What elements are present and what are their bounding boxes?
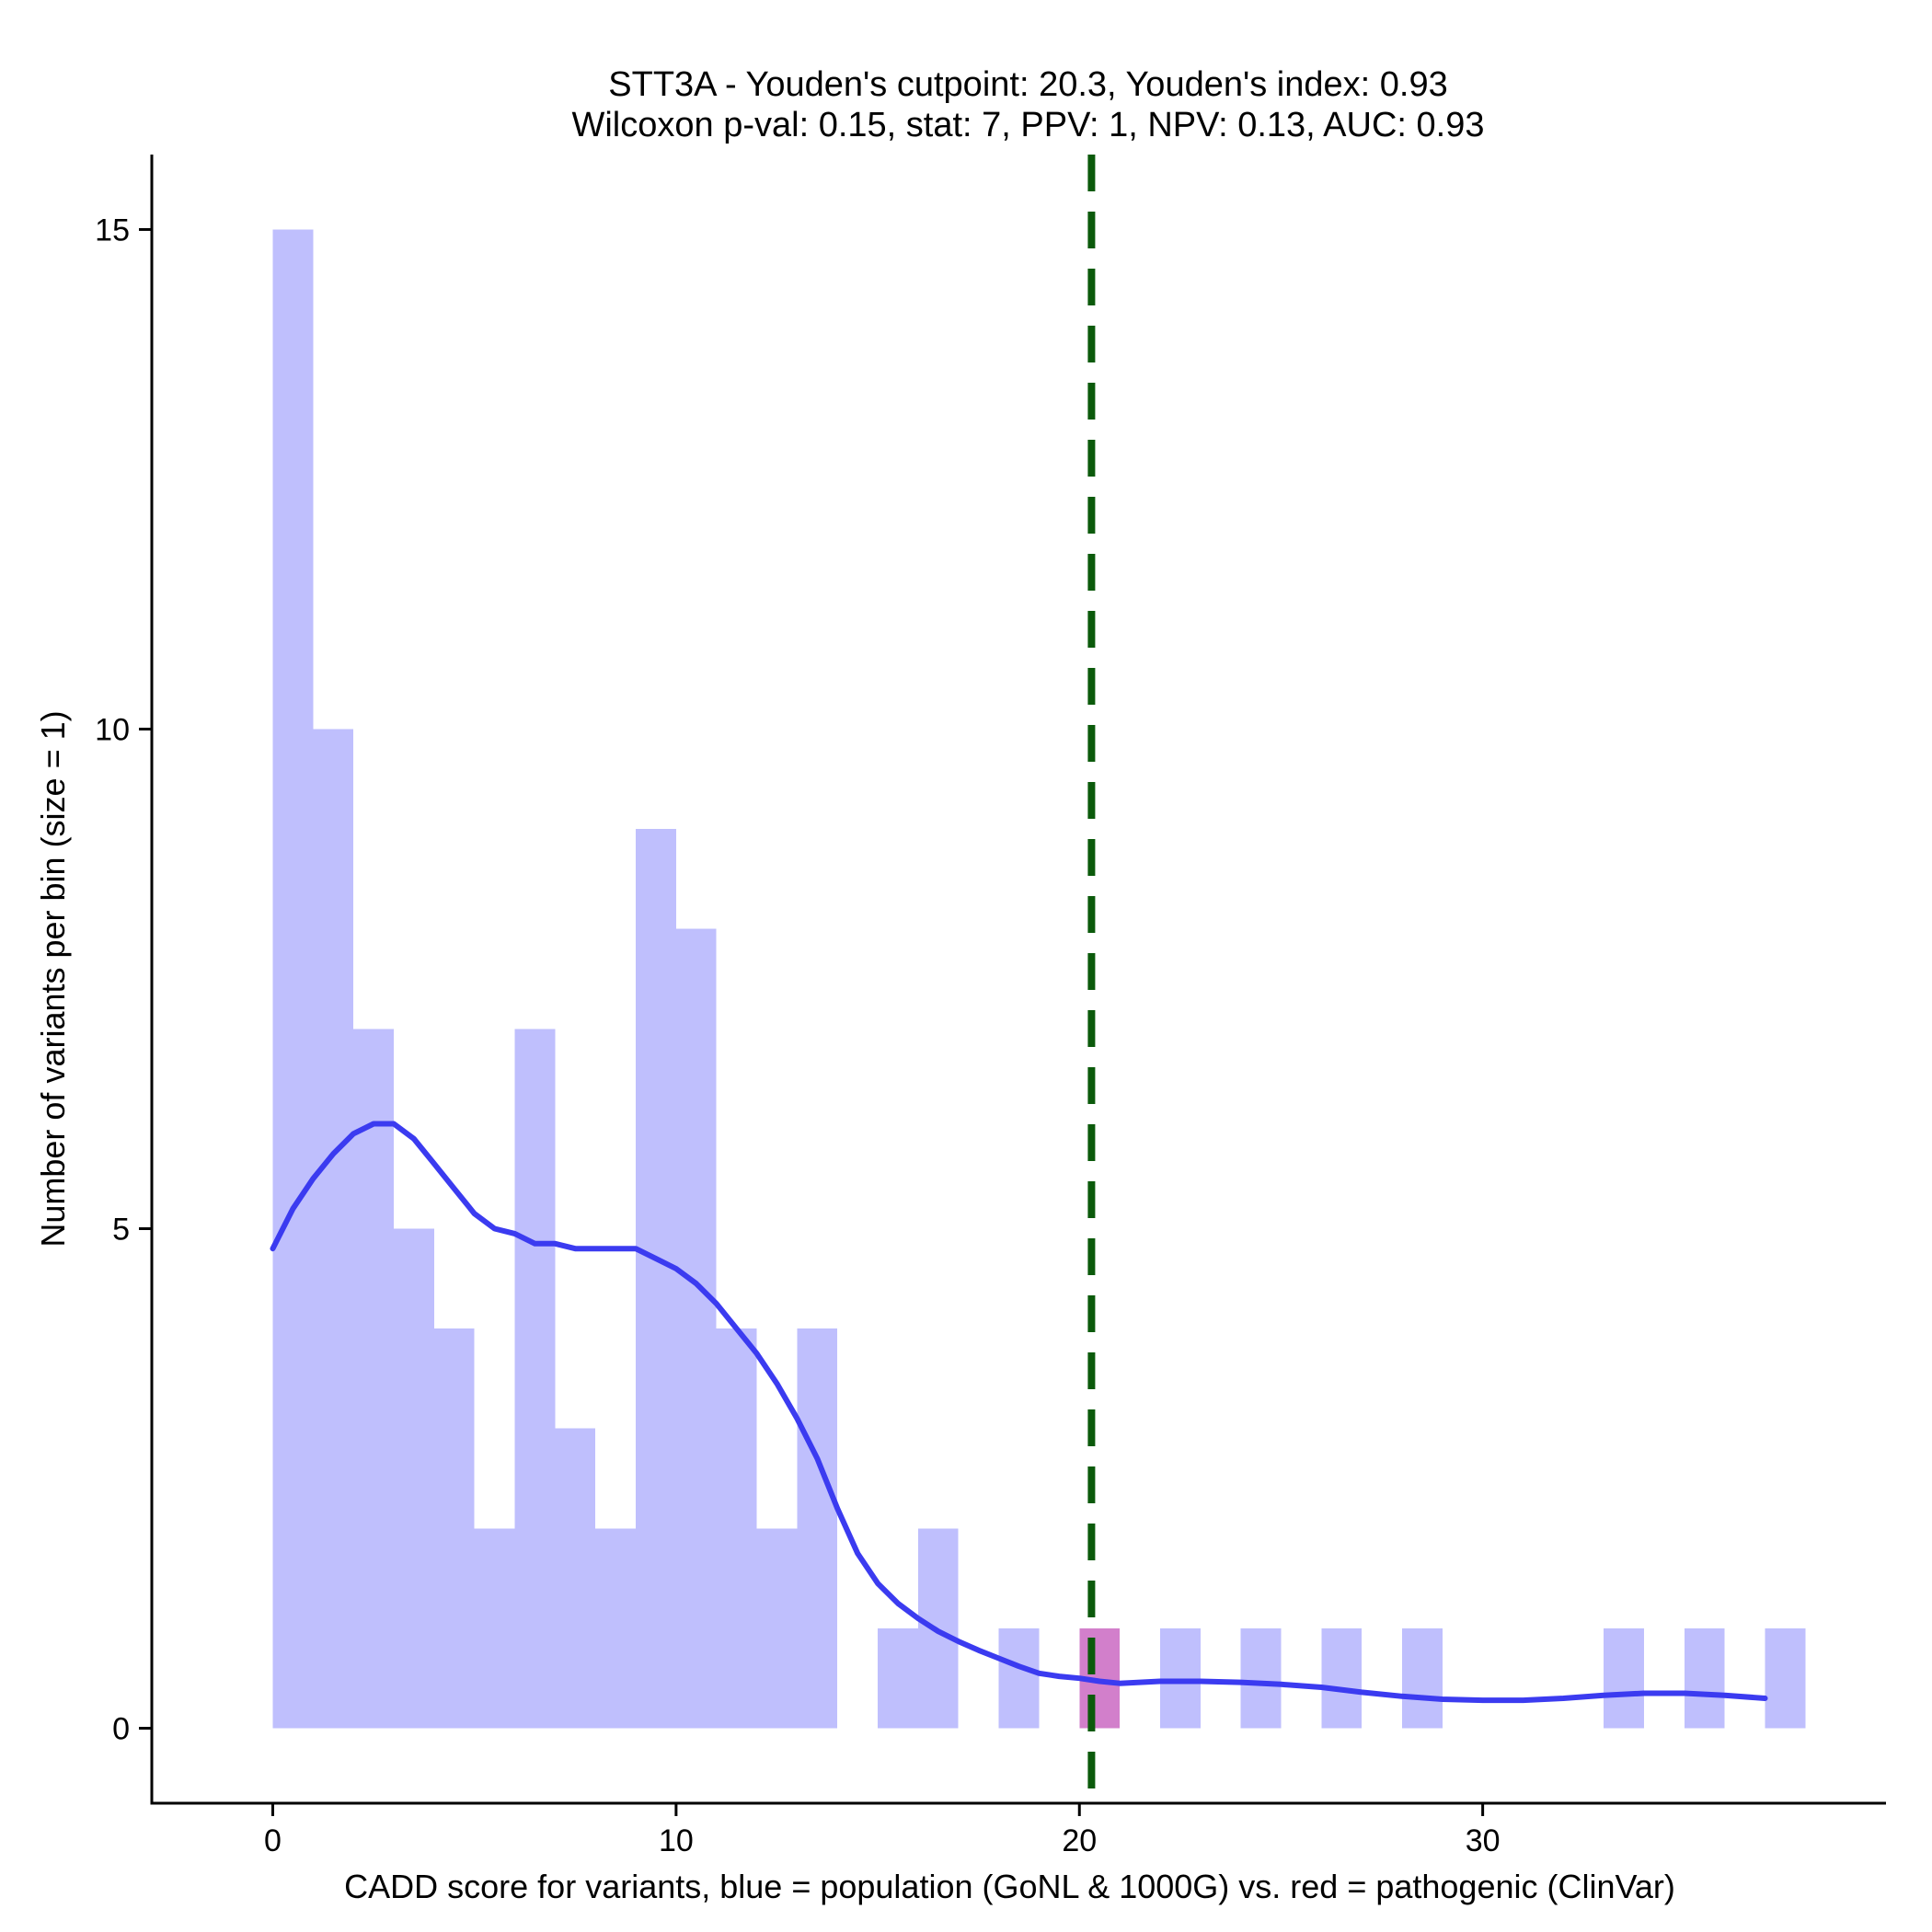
y-tick-label-5: 5	[112, 1213, 130, 1248]
population-bar-bin-11	[716, 1328, 757, 1729]
population-bar-bin-5	[474, 1528, 515, 1729]
y-tick-label-15: 15	[95, 213, 130, 247]
population-bar-bin-37	[1765, 1627, 1806, 1729]
population-bar-bin-0	[272, 229, 314, 1729]
population-bar-bin-8	[595, 1528, 637, 1729]
population-bar-bin-4	[433, 1328, 475, 1729]
population-bar-bin-9	[636, 829, 676, 1729]
population-bar-bin-26	[1321, 1627, 1363, 1729]
population-bar-bin-10	[675, 928, 717, 1729]
x-tick-label-20: 20	[1062, 1823, 1097, 1858]
population-bar-bin-22	[1159, 1627, 1201, 1729]
axes: 0 10 20 30 0 5 10 15	[95, 155, 1886, 1858]
population-bar-bin-1	[313, 729, 354, 1729]
population-bar-bin-15	[878, 1627, 918, 1729]
population-bar-bin-12	[756, 1528, 798, 1729]
population-bar-bin-2	[353, 1029, 395, 1729]
density-layer	[270, 1121, 1768, 1704]
population-bar-bin-3	[394, 1228, 434, 1729]
x-tick-label-10: 10	[659, 1823, 694, 1858]
x-tick-label-0: 0	[264, 1823, 282, 1858]
population-bar-bin-7	[555, 1428, 596, 1729]
population-bar-bin-13	[797, 1328, 838, 1729]
population-bar-bin-33	[1604, 1627, 1644, 1729]
y-axis-label: Number of variants per bin (size = 1)	[34, 710, 72, 1247]
population-bar-bin-28	[1401, 1627, 1443, 1729]
chart-title-line-2: Wilcoxon p-val: 0.15, stat: 7, PPV: 1, N…	[572, 106, 1485, 144]
histogram-bars	[272, 229, 1806, 1729]
y-tick-label-10: 10	[95, 712, 130, 747]
x-axis-label: CADD score for variants, blue = populati…	[344, 1868, 1675, 1905]
chart-title-line-1: STT3A - Youden's cutpoint: 20.3, Youden'…	[608, 65, 1447, 104]
population-bar-bin-6	[514, 1029, 556, 1729]
y-tick-label-0: 0	[112, 1712, 130, 1747]
x-tick-label-30: 30	[1466, 1823, 1501, 1858]
density-line	[270, 1121, 1768, 1704]
population-bar-bin-24	[1240, 1627, 1282, 1729]
population-bar-bin-18	[998, 1627, 1040, 1729]
population-bar-bin-35	[1684, 1627, 1725, 1729]
